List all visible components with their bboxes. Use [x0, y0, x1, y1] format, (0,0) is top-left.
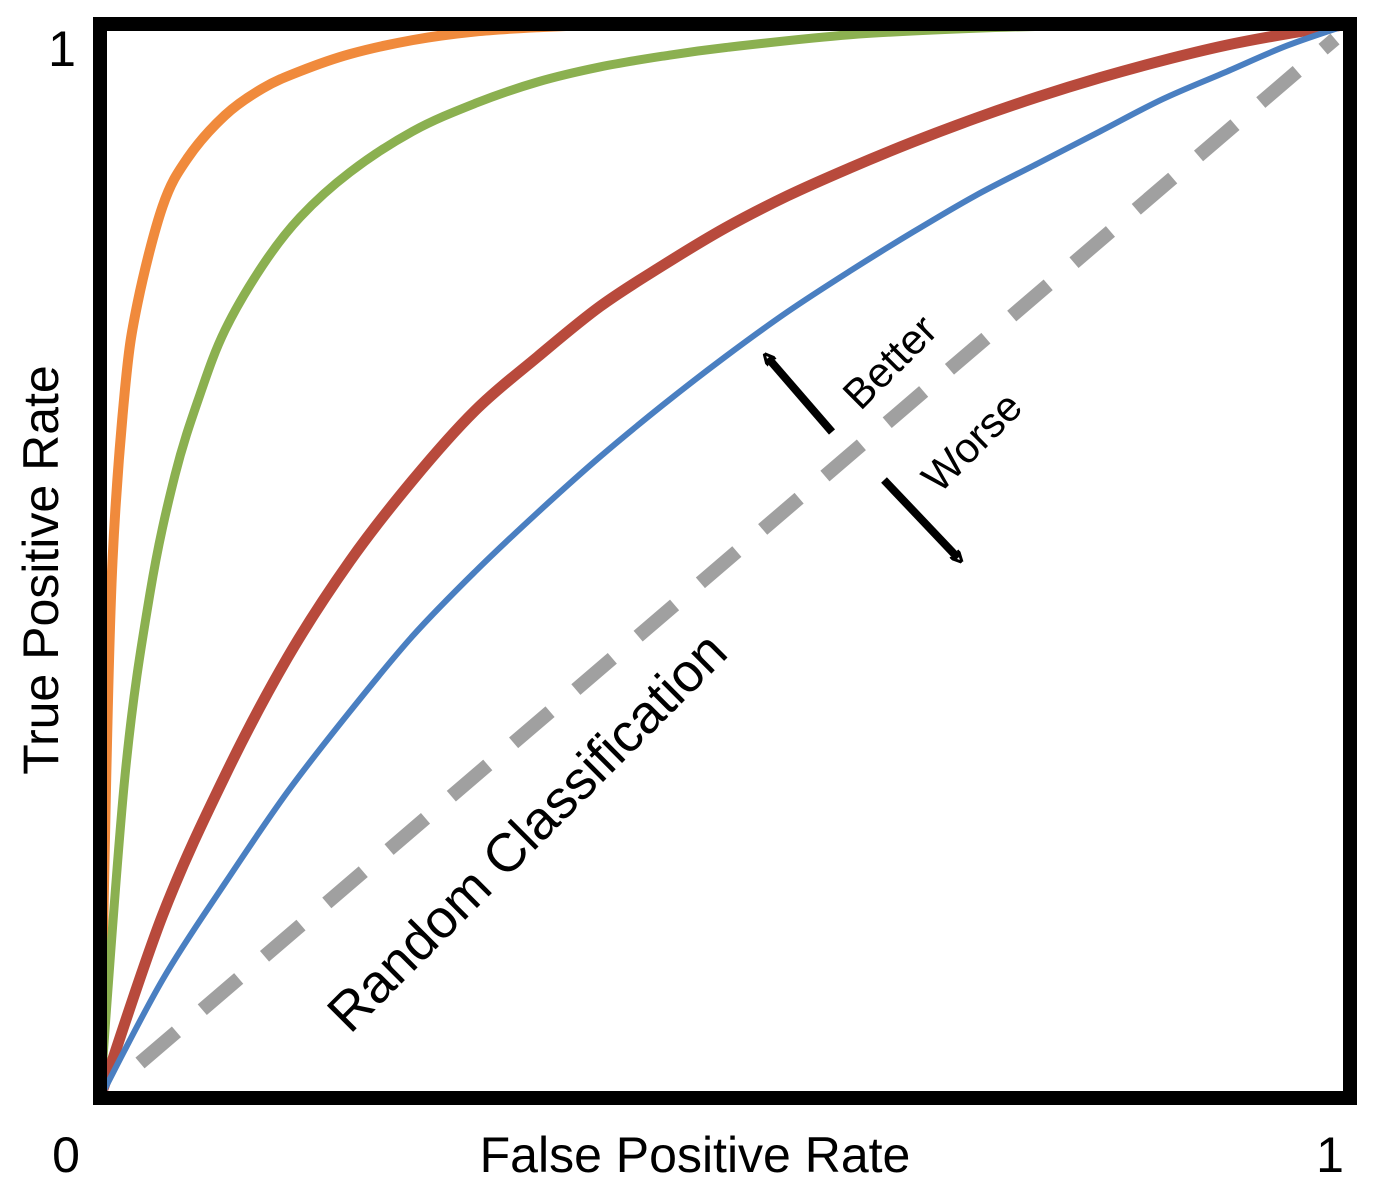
worse-arrow	[881, 477, 958, 558]
y-axis-label: True Positive Rate	[13, 365, 69, 774]
x-tick-label: 0	[52, 1127, 80, 1183]
roc-curve-line	[97, 21, 1353, 1101]
x-tick-label: 1	[1316, 1127, 1344, 1183]
y-tick-label: 1	[48, 21, 76, 77]
plot-frame	[93, 17, 1357, 1105]
better-label: Better	[834, 306, 946, 418]
worse-label: Worse	[912, 382, 1031, 501]
roc-curve-line	[94, 18, 1356, 1104]
random-classification-label: Random Classification	[316, 621, 738, 1043]
x-axis-label: False Positive Rate	[480, 1127, 911, 1183]
random-classification-line	[135, 33, 1340, 1069]
better-arrow	[768, 358, 836, 435]
